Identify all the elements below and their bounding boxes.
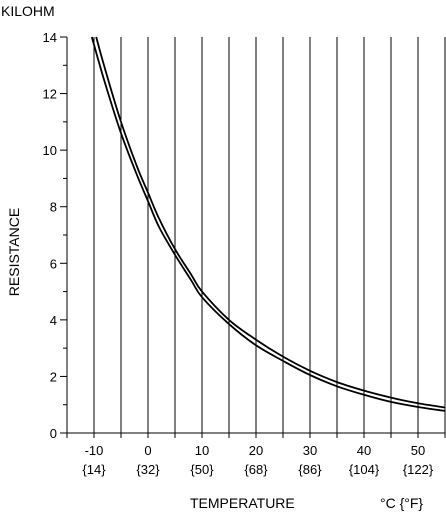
y-tick-label: 0 [50, 426, 57, 441]
grid [66, 37, 446, 433]
x-axis-unit-label: °C {°F} [380, 495, 423, 511]
resistance-curve-1 [95, 36, 446, 409]
x-tick-label-celsius: 50 [411, 443, 425, 458]
x-tick-label-fahrenheit: {14} [82, 462, 106, 477]
y-tick-label: 8 [50, 200, 57, 215]
x-tick-label-celsius: 30 [303, 443, 317, 458]
x-axis-title: TEMPERATURE [190, 495, 295, 511]
y-tick-label: 4 [50, 313, 57, 328]
y-axis-title: RESISTANCE [6, 208, 22, 296]
x-tick-label-celsius: 10 [195, 443, 209, 458]
x-tick-label-fahrenheit: {104} [349, 462, 380, 477]
x-tick-label-celsius: 40 [357, 443, 371, 458]
x-tick-label-fahrenheit: {50} [190, 462, 214, 477]
y-axis-ticks: 0 2 4 6 8 10 12 14 [43, 30, 57, 441]
axes [60, 36, 446, 438]
resistance-curve-2 [90, 36, 446, 412]
x-axis-ticks: -10 {14} 0 {32} 10 {50} 20 {68} 30 {86} 40 {104} 50 {… [82, 443, 433, 477]
x-tick-label-celsius: -10 [85, 443, 104, 458]
y-tick-label: 6 [50, 256, 57, 271]
x-tick-label-celsius: 20 [249, 443, 263, 458]
x-tick-label-celsius: 0 [144, 443, 151, 458]
x-tick-label-fahrenheit: {68} [244, 462, 268, 477]
x-tick-label-fahrenheit: {122} [403, 462, 434, 477]
y-axis-unit-label: KILOHM [1, 3, 55, 19]
x-tick-label-fahrenheit: {86} [298, 462, 322, 477]
y-tick-label: 2 [50, 369, 57, 384]
y-tick-label: 10 [43, 143, 57, 158]
y-tick-label: 12 [43, 87, 57, 102]
curves [90, 36, 446, 412]
y-tick-label: 14 [43, 30, 57, 45]
x-tick-label-fahrenheit: {32} [136, 462, 160, 477]
